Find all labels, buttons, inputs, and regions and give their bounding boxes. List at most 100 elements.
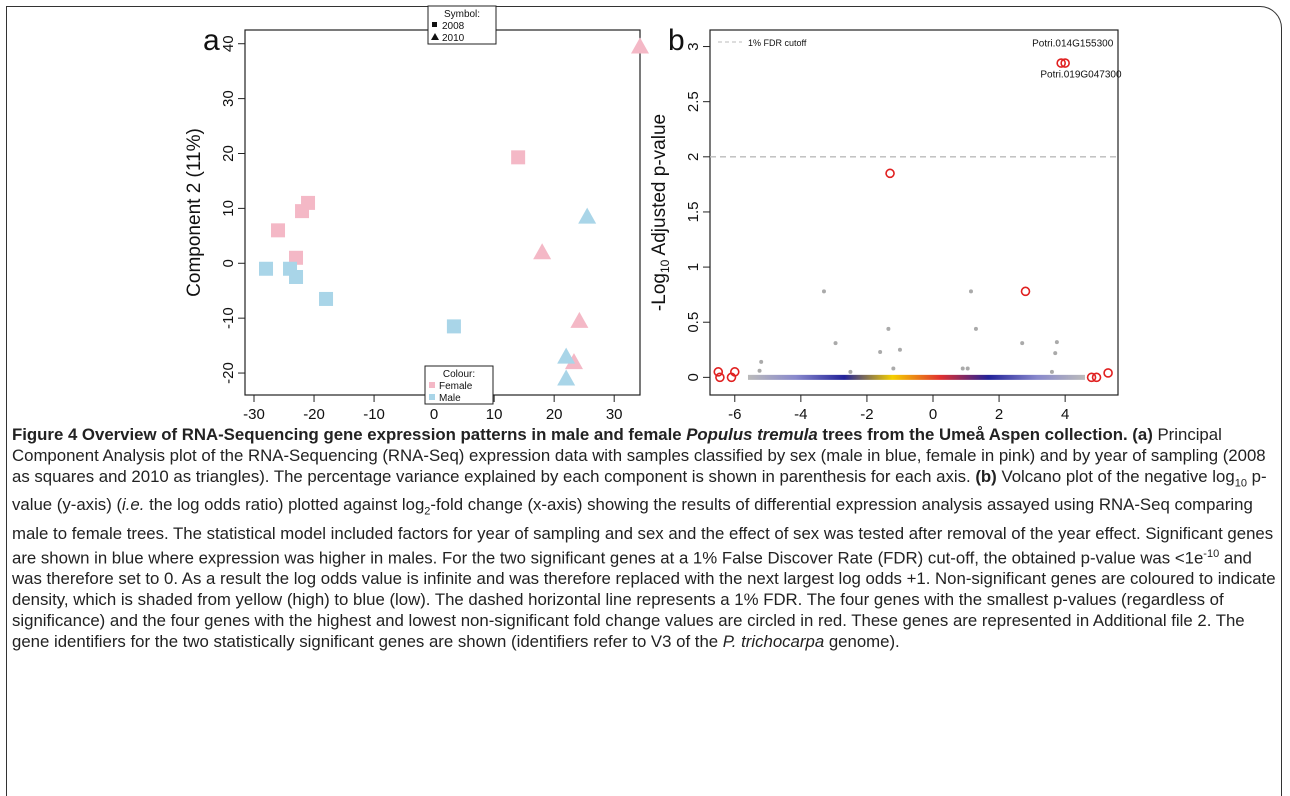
point bbox=[319, 291, 334, 306]
x-tick-label: 20 bbox=[546, 406, 563, 420]
y-tick-label: 20 bbox=[220, 145, 237, 162]
legend-box bbox=[424, 365, 494, 405]
point bbox=[1054, 340, 1059, 345]
point bbox=[564, 353, 583, 370]
point bbox=[446, 319, 461, 334]
axis-label: Component 2 (11%) bbox=[184, 128, 205, 297]
point bbox=[1091, 372, 1102, 383]
legend-swatch bbox=[432, 22, 437, 27]
legend-swatch bbox=[429, 382, 435, 388]
point bbox=[715, 372, 725, 383]
point bbox=[533, 243, 552, 260]
legend-label: Male bbox=[439, 393, 461, 404]
x-tick-label: -4 bbox=[794, 406, 807, 420]
y-tick-label: 0 bbox=[220, 259, 237, 267]
point bbox=[729, 367, 740, 377]
y-tick-label: 1.5 bbox=[685, 202, 702, 223]
point bbox=[713, 367, 724, 377]
caption-text: Figure 4 Overview of RNA-Sequencing gene… bbox=[12, 425, 687, 444]
x-tick-label: 4 bbox=[1061, 406, 1069, 420]
point bbox=[289, 250, 304, 265]
legend-label: 2010 bbox=[442, 33, 465, 44]
point bbox=[271, 223, 286, 238]
y-tick-label: 0.5 bbox=[685, 312, 702, 333]
point bbox=[759, 359, 764, 364]
x-tick-label: 30 bbox=[606, 406, 623, 420]
panel-label: b bbox=[668, 24, 685, 57]
legend-box bbox=[427, 5, 497, 45]
legend-label: 2008 bbox=[442, 21, 465, 32]
caption-text: 2 bbox=[424, 505, 431, 518]
x-tick-label: -20 bbox=[303, 406, 325, 420]
axis-label: -Log10 Adjusted p-value bbox=[649, 114, 672, 311]
caption-text: p-value (y-axis) ( bbox=[12, 467, 1267, 515]
caption-text: (b) bbox=[975, 467, 997, 486]
point bbox=[511, 150, 526, 165]
x-tick-label: -10 bbox=[363, 406, 385, 420]
caption-text: P. trichocarpa bbox=[722, 632, 825, 652]
caption: Figure 4 Overview of RNA-Sequencing gene… bbox=[12, 424, 1280, 652]
axis-label-part: Component 2 (11%) bbox=[184, 128, 205, 297]
caption-text: the log odds ratio) plotted against log bbox=[144, 495, 425, 515]
axis-label-part: 10 bbox=[658, 259, 672, 273]
point bbox=[570, 311, 589, 328]
y-tick-label: 0 bbox=[685, 373, 702, 381]
point bbox=[968, 289, 973, 294]
y-tick-label: -10 bbox=[220, 307, 237, 329]
legend-title: Symbol: bbox=[444, 9, 480, 20]
point bbox=[578, 207, 597, 224]
point bbox=[557, 347, 576, 364]
point bbox=[891, 366, 896, 371]
point bbox=[1056, 58, 1066, 68]
point bbox=[960, 366, 965, 371]
point bbox=[1086, 372, 1097, 383]
caption-text: and was therefore set to 0. As a result … bbox=[12, 548, 1276, 652]
legend-title: Colour: bbox=[443, 369, 475, 380]
point bbox=[833, 341, 838, 346]
point bbox=[885, 168, 895, 179]
annotation: Potri.019G047300 bbox=[1040, 69, 1122, 80]
y-tick-label: 2.5 bbox=[685, 91, 702, 112]
x-tick-label: 0 bbox=[430, 406, 438, 420]
legend-label: Female bbox=[439, 381, 473, 392]
figure: a-30 -20 -10 0 10 20 30-20-10010203040Componen… bbox=[184, 5, 1122, 420]
point bbox=[1020, 341, 1025, 346]
x-tick-label: 10 bbox=[486, 406, 503, 420]
point bbox=[631, 37, 649, 54]
caption-text: Principal Component Analysis plot of the… bbox=[12, 425, 1266, 486]
density-band bbox=[747, 374, 1085, 380]
point bbox=[1103, 368, 1113, 378]
caption-text: -10 bbox=[1203, 547, 1220, 560]
annotation: Potri.014G155300 bbox=[1032, 39, 1114, 50]
caption-text: Volcano plot of the negative log bbox=[996, 467, 1235, 486]
y-tick-label: 10 bbox=[220, 200, 237, 217]
x-tick-label: -30 bbox=[243, 406, 265, 420]
point bbox=[289, 269, 304, 284]
y-tick-label: 1 bbox=[685, 263, 702, 271]
point bbox=[259, 261, 274, 276]
axis-label-part: Adjusted p-value bbox=[649, 114, 670, 260]
x-tick-label: -2 bbox=[860, 406, 873, 420]
x-tick-label: 2 bbox=[995, 406, 1003, 420]
point bbox=[757, 368, 762, 373]
legend-swatch bbox=[431, 33, 439, 40]
point bbox=[557, 369, 576, 386]
point bbox=[897, 347, 902, 352]
point bbox=[301, 195, 316, 210]
y-tick-label: -20 bbox=[220, 362, 237, 384]
y-tick-label: 40 bbox=[220, 35, 237, 52]
caption-text: Populus tremula bbox=[686, 425, 818, 444]
y-tick-label: 30 bbox=[220, 90, 237, 107]
point bbox=[973, 326, 978, 331]
caption-text: 10 bbox=[1234, 477, 1247, 490]
y-tick-label: 2 bbox=[685, 153, 702, 161]
caption-text: i.e. bbox=[122, 495, 145, 515]
figure-frame bbox=[6, 6, 1282, 796]
axis-label-part: -Log bbox=[649, 273, 670, 311]
legend-swatch bbox=[429, 394, 435, 400]
caption-text: genome). bbox=[824, 632, 900, 652]
y-tick-label: 3 bbox=[685, 42, 702, 50]
panel-label: a bbox=[203, 24, 220, 57]
point bbox=[886, 326, 891, 331]
